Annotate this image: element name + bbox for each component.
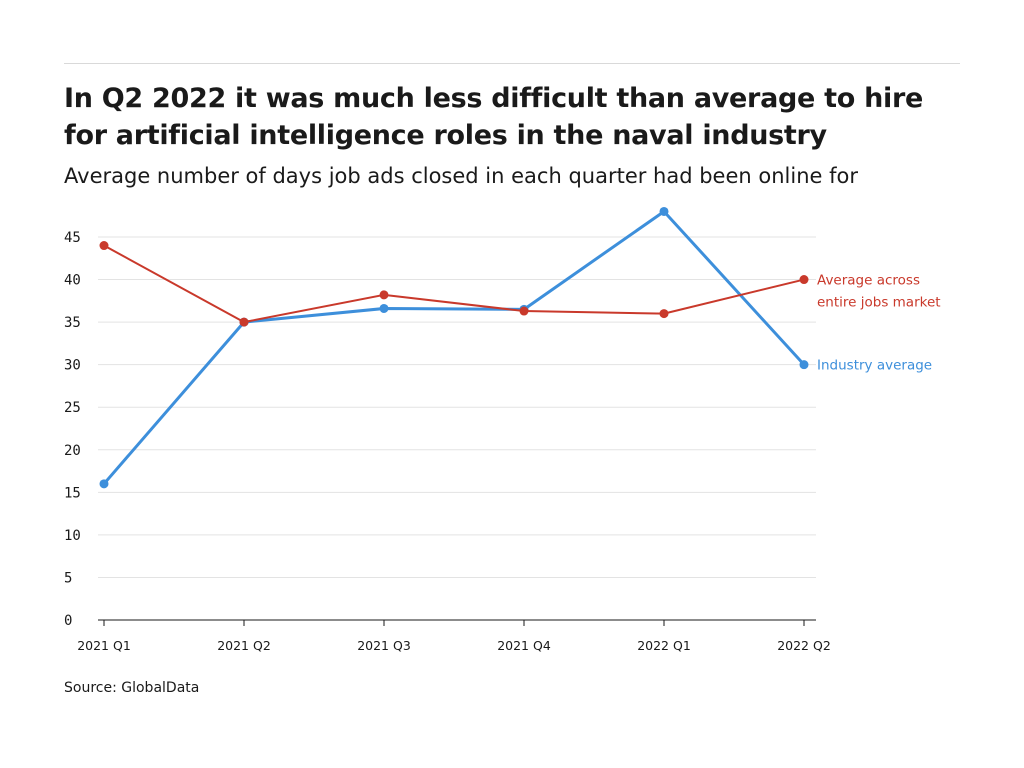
data-point <box>659 309 669 319</box>
data-point <box>799 275 809 285</box>
y-tick-label-30: 30 <box>64 358 81 374</box>
chart-subtitle: Average number of days job ads closed in… <box>64 164 858 188</box>
y-tick-label-40: 40 <box>64 273 81 289</box>
y-axis-ticks: 0 5 10 15 20 25 30 35 40 45 <box>64 230 81 629</box>
series-1 <box>99 241 809 327</box>
gridlines <box>98 236 816 578</box>
chart-title: In Q2 2022 it was much less difficult th… <box>64 83 923 151</box>
x-tick-label: 2021 Q2 <box>217 638 271 653</box>
x-tick-label: 2021 Q1 <box>77 638 131 653</box>
data-point <box>659 206 669 216</box>
top-divider <box>64 63 960 64</box>
data-point <box>99 479 109 489</box>
data-point <box>239 317 249 327</box>
y-tick-label-15: 15 <box>64 485 81 501</box>
data-point <box>519 306 529 316</box>
x-tick-label: 2021 Q3 <box>357 638 411 653</box>
series-label: Industry average <box>817 358 932 374</box>
series-labels: Industry average Average across entire job… <box>817 273 941 374</box>
series-0 <box>99 206 809 489</box>
y-tick-label-0: 0 <box>64 613 72 629</box>
series-line <box>103 244 805 324</box>
y-tick-label-45: 45 <box>64 230 81 246</box>
y-tick-label-5: 5 <box>64 570 72 586</box>
data-point <box>379 303 389 313</box>
y-tick-label-25: 25 <box>64 400 81 416</box>
x-tick-label: 2022 Q1 <box>637 638 691 653</box>
y-tick-label-10: 10 <box>64 528 81 544</box>
series-label: entire jobs market <box>817 295 941 311</box>
y-tick-label-20: 20 <box>64 443 81 459</box>
series-label: Average across <box>817 273 920 289</box>
series-group <box>99 206 809 489</box>
data-point <box>99 241 109 251</box>
y-tick-label-35: 35 <box>64 315 81 331</box>
source-note: Source: GlobalData <box>64 680 200 696</box>
data-point <box>799 360 809 370</box>
data-point <box>379 290 389 300</box>
x-tick-label: 2022 Q2 <box>777 638 831 653</box>
x-tick-label: 2021 Q4 <box>497 638 551 653</box>
series-line <box>102 209 806 486</box>
x-axis: 2021 Q1 2021 Q2 2021 Q3 2021 Q4 2022 Q1 2022 … <box>77 619 831 653</box>
